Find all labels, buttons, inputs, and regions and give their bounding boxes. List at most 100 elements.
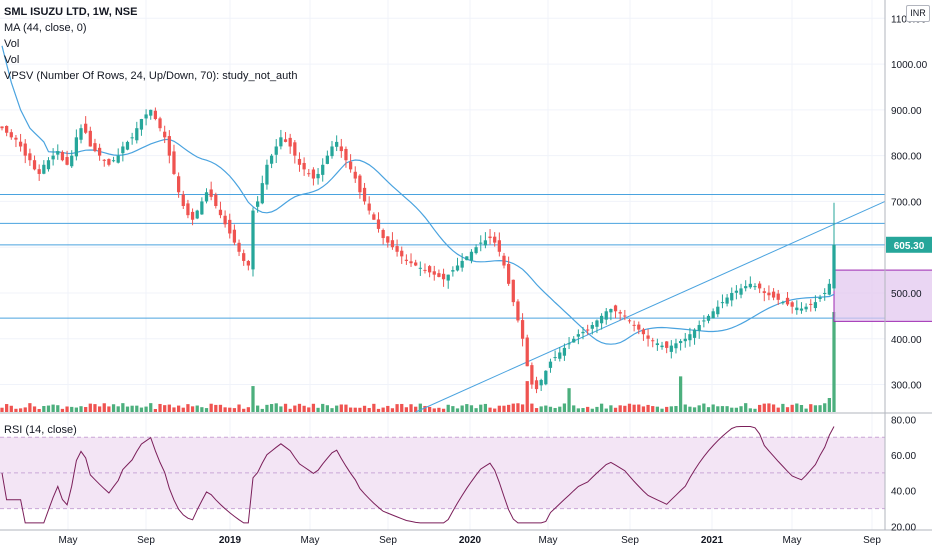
candle-body <box>446 274 450 281</box>
candle-body <box>172 151 176 174</box>
volume-bar <box>502 405 506 412</box>
candle-body <box>771 291 776 298</box>
candle-body <box>218 209 223 216</box>
candle-body <box>181 194 185 206</box>
last-price-tag: 605.30 <box>886 236 932 253</box>
candle-body <box>367 203 371 211</box>
candle-body <box>335 141 339 147</box>
volume-bar <box>720 406 725 412</box>
volume-bar <box>163 405 167 412</box>
vol-legend-1[interactable]: Vol <box>4 38 20 50</box>
volume-bar <box>204 408 209 412</box>
x-tick-label: 2020 <box>459 535 482 546</box>
candle-body <box>404 259 409 261</box>
volume-bar <box>74 407 78 412</box>
volume-bar <box>297 403 302 412</box>
rsi-tick-labels: 80.00 60.00 40.00 20.00 <box>891 415 916 533</box>
volume-bar <box>730 407 734 412</box>
candle-body <box>307 173 311 175</box>
volume-bar <box>488 407 492 412</box>
y-tick-label: 300.00 <box>891 381 922 392</box>
candle-body <box>88 130 92 147</box>
candle-body <box>121 146 125 154</box>
volume-bar <box>683 404 687 412</box>
volume-bar <box>623 405 627 412</box>
candle-body <box>223 215 227 225</box>
candle-body <box>665 341 669 348</box>
volume-bar <box>418 403 422 412</box>
volume-bar <box>595 406 599 412</box>
candle-body <box>609 309 613 313</box>
symbol-title[interactable]: SML ISUZU LTD, 1W, NSE <box>4 6 138 18</box>
volume-bar <box>823 403 827 412</box>
candle-body <box>256 201 260 207</box>
ma-legend[interactable]: MA (44, close, 0) <box>4 22 87 34</box>
volume-bar <box>265 404 269 412</box>
candle-body <box>725 297 729 304</box>
volume-bar <box>534 408 539 412</box>
candle-body <box>562 347 567 356</box>
volume-bar <box>688 406 692 412</box>
volume-bar <box>558 406 562 412</box>
volume-bar <box>665 406 669 412</box>
volume-bar <box>785 407 790 412</box>
rsi-legend[interactable]: RSI (14, close) <box>4 424 77 436</box>
volume-bar <box>669 406 673 412</box>
volume-bar <box>516 403 520 412</box>
volume-bar <box>637 404 641 412</box>
volume-bar <box>311 403 316 412</box>
candle-body <box>706 315 711 321</box>
volume-bar <box>190 406 195 412</box>
candle-body <box>209 189 213 197</box>
volume-bar <box>46 405 51 412</box>
volume-bar <box>525 381 529 412</box>
rsi-tick-label: 80.00 <box>891 415 916 426</box>
candle-body <box>804 306 808 310</box>
volume-bar <box>507 404 511 412</box>
candle-body <box>176 176 181 193</box>
y-tick-labels: 1100.001000.00900.00800.00700.00600.0050… <box>891 14 928 391</box>
volume-bar <box>451 406 455 412</box>
volume-bar <box>288 408 292 412</box>
legend: SML ISUZU LTD, 1W, NSE MA (44, close, 0)… <box>4 4 297 84</box>
candle-body <box>753 286 757 288</box>
candle-body <box>697 325 701 331</box>
currency-badge[interactable]: INR <box>906 5 930 22</box>
volume-bar <box>242 408 246 412</box>
candle-body <box>158 118 162 129</box>
volume-bar <box>739 406 743 412</box>
candle-body <box>37 169 41 174</box>
volume-bar <box>251 386 255 412</box>
volume-bar <box>93 404 97 412</box>
vol-legend-2[interactable]: Vol <box>4 54 20 66</box>
volume-bar <box>432 408 436 412</box>
candle-body <box>823 292 827 294</box>
x-tick-label: Sep <box>621 535 639 546</box>
volume-bar <box>567 388 571 412</box>
candle-body <box>237 242 241 252</box>
y-tick-label: 400.00 <box>891 335 922 346</box>
volume-bar <box>530 403 534 412</box>
candle-body <box>135 128 139 141</box>
candle-body <box>9 132 13 138</box>
consolidation-rectangle <box>833 269 932 322</box>
candle-body <box>469 251 474 261</box>
candle-body <box>641 329 646 335</box>
vpsv-legend[interactable]: VPSV (Number Of Rows, 24, Up/Down, 70): … <box>4 70 298 82</box>
candle-body <box>576 334 580 337</box>
volume-bar <box>799 404 804 412</box>
volume-bar <box>655 406 660 412</box>
candle-body <box>116 155 120 163</box>
last-price-tag-bg <box>886 236 932 253</box>
candle-body <box>395 246 399 252</box>
volume-bar <box>42 406 46 412</box>
volume-bar <box>692 407 697 412</box>
candle-body <box>293 142 297 156</box>
axes <box>0 0 932 531</box>
candle-body <box>734 290 739 293</box>
candle-body <box>274 146 278 155</box>
candle-body <box>599 315 604 324</box>
volume-bar <box>223 407 227 412</box>
volume-bar <box>414 406 418 412</box>
